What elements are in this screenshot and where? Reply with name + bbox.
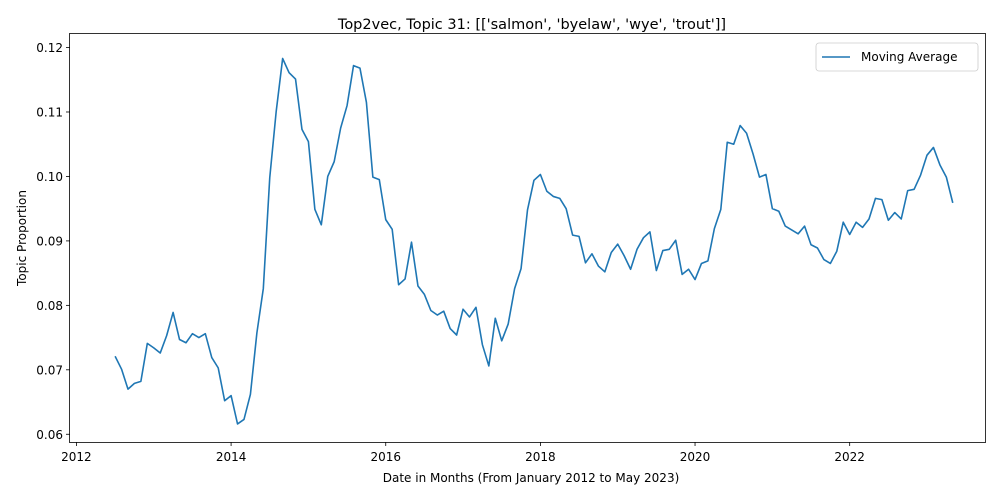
legend-box [815,42,979,72]
x-tick-label: 2020 [680,450,711,464]
x-axis-ticks: 2012 2014 2016 2018 2020 2022 [61,442,865,464]
y-axis-ticks: 0.06 0.07 0.08 0.09 0.10 0.11 0.12 [36,41,70,442]
y-tick-label: 0.09 [36,234,63,248]
x-tick-label: 2022 [834,450,865,464]
x-tick-label: 2012 [61,450,92,464]
legend: Moving Average [815,42,979,72]
series-line-moving-average [114,57,954,425]
legend-label: Moving Average [861,50,957,64]
y-tick-label: 0.12 [36,41,63,55]
plot-frame [69,33,986,443]
x-axis-label: Date in Months (From January 2012 to May… [383,471,680,485]
series-layer [114,57,954,425]
x-tick-label: 2014 [216,450,247,464]
y-tick-label: 0.06 [36,428,63,442]
y-tick-label: 0.11 [36,105,63,119]
x-tick-label: 2018 [525,450,556,464]
y-tick-label: 0.07 [36,363,63,377]
y-tick-label: 0.08 [36,299,63,313]
y-axis-label: Topic Proportion [15,190,29,287]
y-tick-label: 0.10 [36,170,63,184]
chart-title: Top2vec, Topic 31: [['salmon', 'byelaw',… [337,17,726,33]
x-tick-label: 2016 [370,450,401,464]
